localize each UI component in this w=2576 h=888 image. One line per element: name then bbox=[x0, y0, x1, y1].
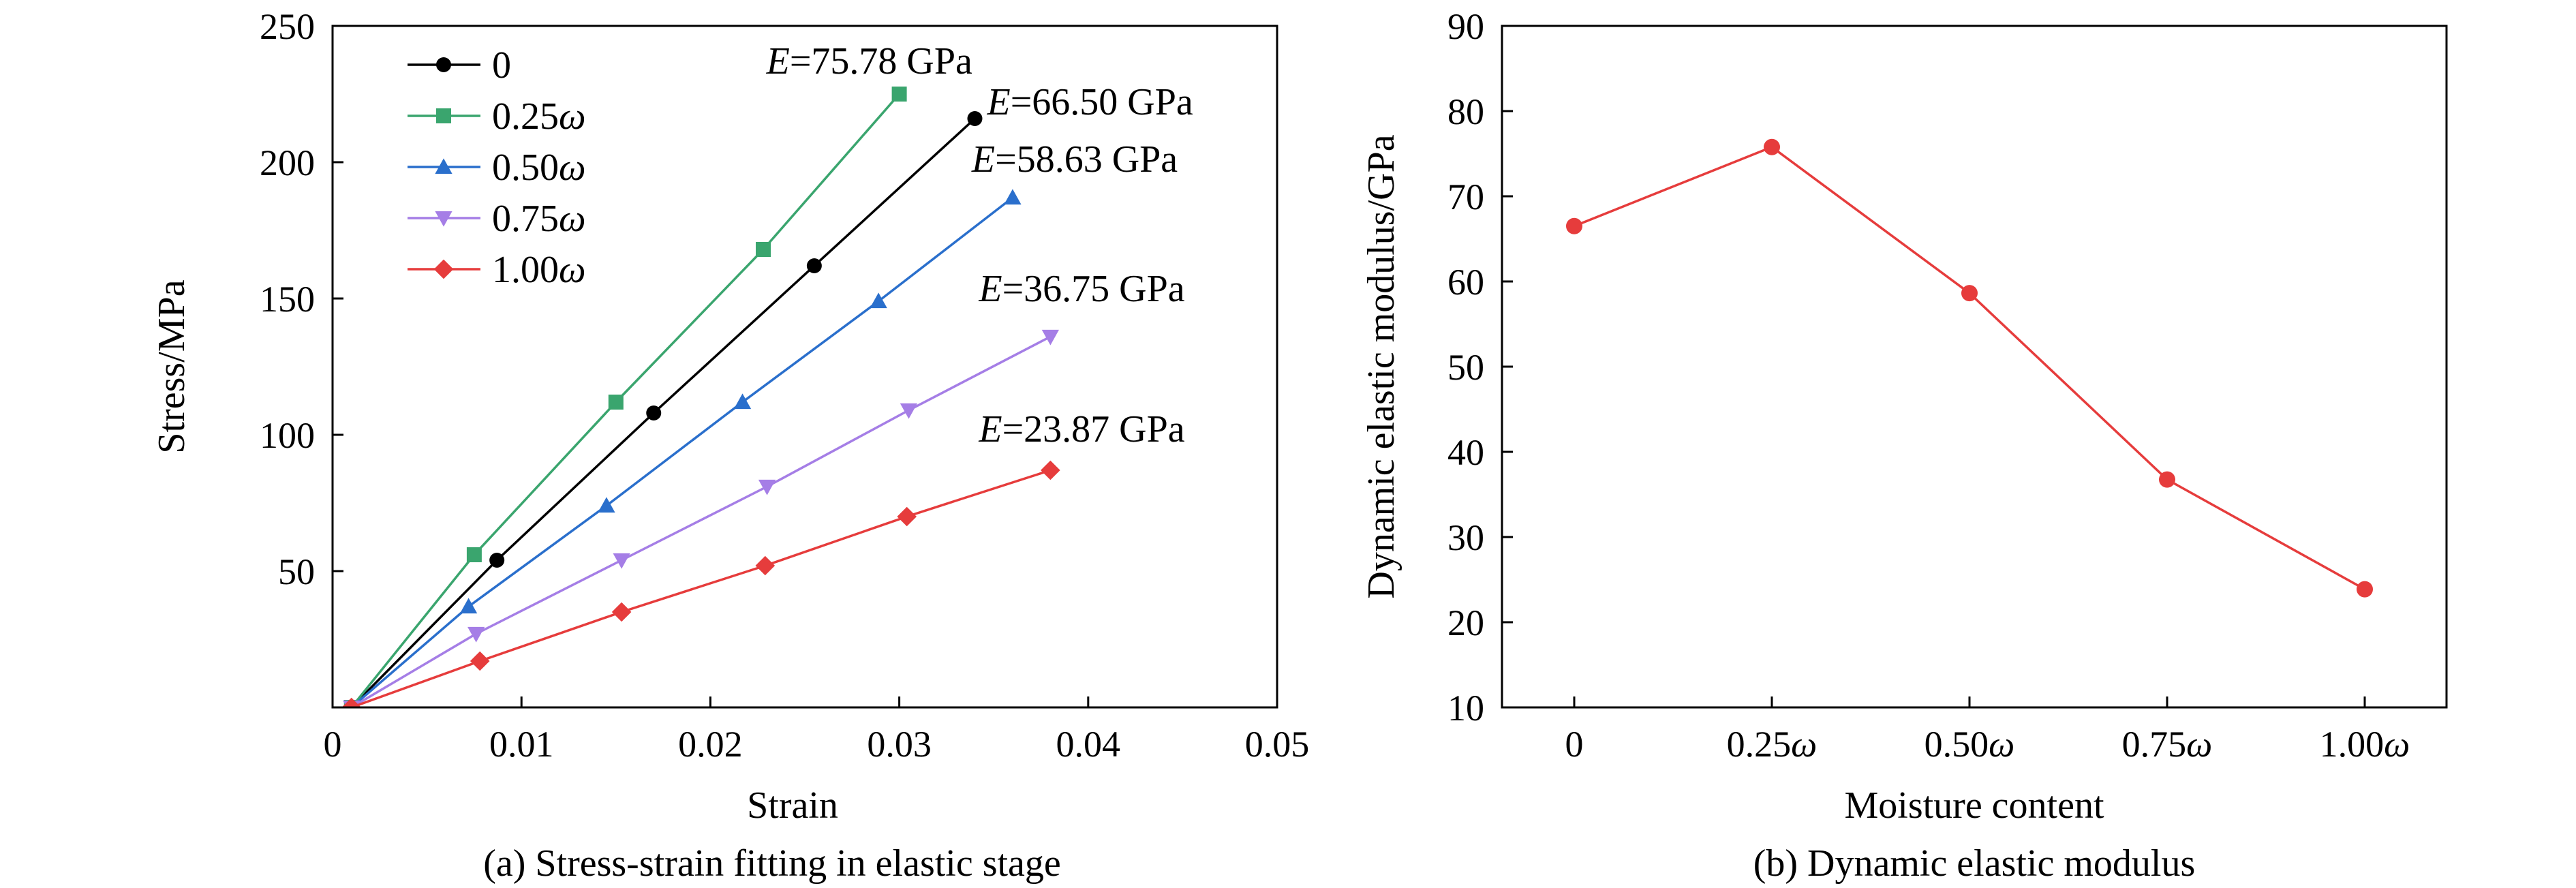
chart-a-legend-item: 1.00ω bbox=[408, 249, 586, 291]
chart-b-series-line bbox=[1574, 145, 2365, 591]
chart-b-ytick-label: 50 bbox=[1447, 347, 1484, 388]
chart-b: 0 0.25ω 0.50ω 0.75ω 1.00ω 10 20 30 40 50 60 70 80 90… bbox=[1360, 6, 2448, 885]
chart-b-ytick-label: 60 bbox=[1447, 262, 1484, 303]
chart-b-xlabel: Moisture content bbox=[1844, 784, 2104, 827]
chart-a-xtick-label: 0.01 bbox=[489, 724, 554, 765]
chart-a-point bbox=[756, 242, 771, 257]
chart-a-point bbox=[459, 598, 478, 614]
chart-a-point bbox=[1041, 460, 1060, 480]
chart-a-legend-marker bbox=[436, 108, 451, 123]
chart-a-ytick-label: 200 bbox=[260, 142, 315, 183]
chart-a-ytick-label: 250 bbox=[260, 6, 315, 47]
chart-a-series bbox=[346, 189, 1022, 707]
chart-b-ytick-label: 40 bbox=[1447, 432, 1484, 473]
chart-a-point bbox=[891, 87, 907, 102]
chart-a-series-line bbox=[350, 196, 1013, 707]
chart-a-legend-item: 0.50ω bbox=[408, 147, 586, 189]
chart-a-xtick-label: 0.04 bbox=[1056, 724, 1121, 765]
chart-a-xlabel: Strain bbox=[747, 784, 838, 827]
chart-b-xtick-label: 0.25ω bbox=[1727, 724, 1818, 765]
chart-a-legend-marker bbox=[436, 57, 451, 72]
chart-a-point bbox=[870, 292, 887, 309]
chart-b-xtick-label: 0 bbox=[1565, 724, 1584, 765]
chart-b-point bbox=[2159, 471, 2175, 488]
chart-a-point bbox=[466, 547, 482, 562]
chart-a-plot-frame bbox=[331, 25, 1278, 709]
chart-a-series-line bbox=[350, 117, 976, 707]
chart-b-point bbox=[2357, 581, 2373, 598]
chart-b-xtick-label: 0.50ω bbox=[1925, 724, 2015, 765]
chart-b-ytick-label: 10 bbox=[1447, 688, 1484, 729]
chart-a-point bbox=[1041, 329, 1060, 346]
chart-a-point bbox=[897, 506, 917, 527]
chart-a-legend-item: 0.75ω bbox=[408, 198, 586, 240]
chart-a-series-line bbox=[350, 335, 1052, 707]
chart-a-point bbox=[733, 393, 752, 410]
chart-a-point bbox=[967, 111, 983, 126]
chart-a-ylabel: Stress/MPa bbox=[151, 279, 193, 453]
chart-a-point bbox=[341, 697, 362, 707]
chart-a-series bbox=[343, 111, 983, 707]
chart-a-xtick-label: 0.05 bbox=[1245, 724, 1310, 765]
chart-b-series bbox=[1566, 138, 2373, 598]
chart-a-point bbox=[608, 395, 624, 410]
chart-a-annotation: E=66.50 GPa bbox=[986, 81, 1193, 123]
chart-a-xtick-label: 0 bbox=[324, 724, 342, 765]
chart-a-annotation: E=58.63 GPa bbox=[971, 138, 1178, 181]
chart-b-caption: (b) Dynamic elastic modulus bbox=[1753, 842, 2196, 885]
chart-a-legend-item: 0.25ω bbox=[408, 95, 586, 138]
chart-a-caption: (a) Stress-strain fitting in elastic sta… bbox=[483, 842, 1061, 885]
chart-a-point bbox=[470, 651, 490, 671]
chart-a-legend-label: 0.75ω bbox=[492, 198, 586, 240]
chart-a-point bbox=[467, 626, 485, 643]
chart-a-xtick-label: 0.02 bbox=[678, 724, 743, 765]
chart-a-point bbox=[613, 553, 630, 569]
chart-b-ytick-label: 70 bbox=[1447, 177, 1484, 217]
chart-a-legend-marker bbox=[433, 259, 454, 279]
chart-a-annotation: E=75.78 GPa bbox=[766, 40, 972, 82]
chart-a-point bbox=[598, 497, 615, 513]
chart-b-ytick-label: 80 bbox=[1447, 91, 1484, 132]
chart-a-series-line bbox=[351, 469, 1051, 707]
chart-b-point bbox=[1764, 138, 1780, 155]
chart-b-xtick-label: 1.00ω bbox=[2320, 724, 2410, 765]
chart-a-legend-label: 0.50ω bbox=[492, 147, 586, 189]
chart-a-ytick-label: 50 bbox=[278, 551, 315, 592]
chart-b-ytick-label: 20 bbox=[1447, 602, 1484, 643]
chart-a-point bbox=[611, 602, 632, 622]
chart-a: 0 0.01 0.02 0.03 0.04 0.05 50 100 150 200 250 E=6… bbox=[151, 6, 1309, 885]
chart-a-series bbox=[341, 460, 1060, 707]
chart-a-legend-label: 1.00ω bbox=[492, 249, 586, 291]
chart-b-ytick-label: 90 bbox=[1447, 6, 1484, 47]
chart-a-point bbox=[758, 479, 776, 495]
chart-a-legend-label: 0.25ω bbox=[492, 95, 586, 138]
chart-b-ylabel: Dynamic elastic modulus/GPa bbox=[1360, 134, 1402, 598]
chart-a-legend-marker bbox=[435, 158, 453, 174]
chart-a-point bbox=[755, 555, 776, 576]
chart-b-ytick-label: 30 bbox=[1447, 517, 1484, 558]
chart-b-point bbox=[1961, 285, 1978, 302]
chart-a-annotation: E=36.75 GPa bbox=[978, 268, 1184, 310]
chart-a-legend-label: 0 bbox=[492, 44, 511, 87]
chart-a-series bbox=[343, 87, 907, 707]
chart-a-plot-group bbox=[341, 87, 1060, 707]
chart-b-plot-group bbox=[1566, 138, 2373, 598]
chart-a-point bbox=[806, 258, 822, 273]
chart-a-legend-marker bbox=[435, 211, 453, 227]
chart-a-annotation: E=23.87 GPa bbox=[978, 408, 1184, 450]
chart-a-point bbox=[489, 553, 505, 568]
chart-a-point bbox=[900, 403, 918, 419]
chart-a-ytick-label: 100 bbox=[260, 415, 315, 456]
chart-a-series bbox=[343, 329, 1060, 707]
chart-a-point bbox=[646, 405, 662, 420]
chart-a-xtick-label: 0.03 bbox=[867, 724, 932, 765]
chart-b-plot-frame bbox=[1501, 25, 2448, 709]
chart-a-legend: 0 0.25ω 0.50ω 0.75ω 1.00ω bbox=[408, 44, 586, 291]
chart-a-legend-item: 0 bbox=[408, 44, 511, 87]
chart-a-ytick-label: 150 bbox=[260, 279, 315, 320]
chart-b-point bbox=[1566, 217, 1582, 234]
chart-a-point bbox=[1004, 189, 1022, 205]
chart-b-xtick-label: 0.75ω bbox=[2122, 724, 2213, 765]
